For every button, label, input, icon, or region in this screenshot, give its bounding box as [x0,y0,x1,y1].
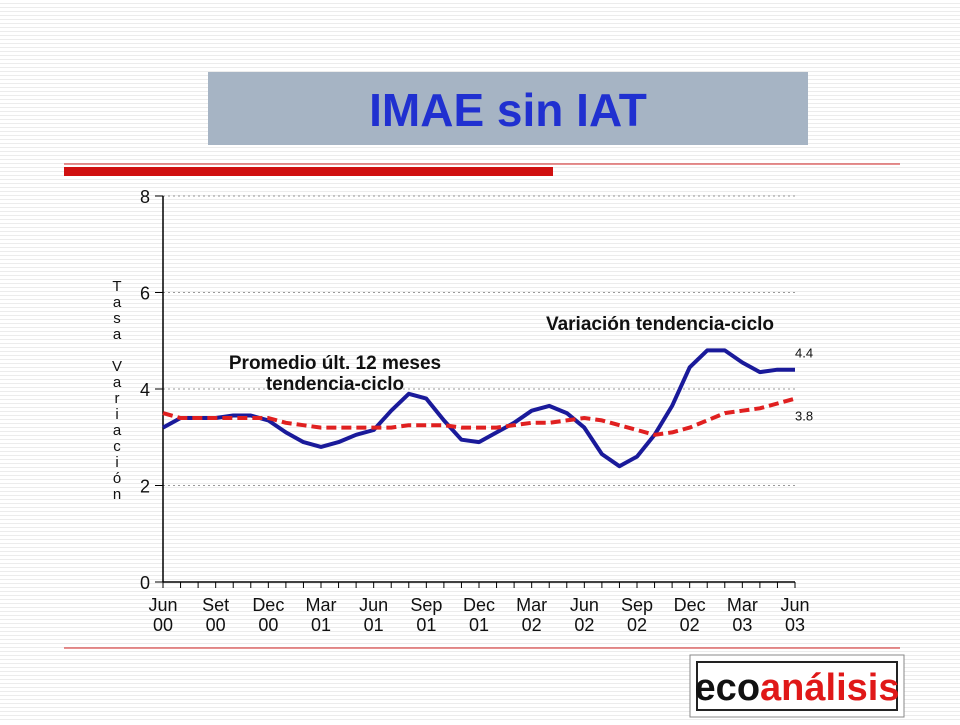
logo-frame [696,661,898,711]
chart: Tasa Variación 0 2 4 6 8 Jun 00 Set 00 Dec 00 Mar 01 J… [109,187,814,635]
y-tick-label: 4 [140,380,150,400]
logo-part: eco [695,667,760,709]
data-label: 3.8 [795,409,813,424]
series-label: Promedio últ. 12 meses tendencia-ciclo [229,353,441,395]
x-tick-label: Dec 01 [463,595,495,635]
series-line [162,396,796,437]
x-tick-label: Jun 03 [780,595,809,635]
y-tick-label: 8 [140,187,150,207]
x-tick-label: Jun 02 [570,595,599,635]
x-tick-label: Dec 00 [252,595,284,635]
x-tick-label: Sep 01 [410,595,442,635]
y-tick-label: 0 [140,573,150,593]
series-line [162,348,795,469]
title: IMAE sin IAT [369,84,647,136]
logo: ecoanálisis [695,667,900,709]
y-axis-label: Tasa Variación [109,278,126,502]
title-box [208,72,808,145]
data-label: 4.4 [795,346,813,361]
x-tick-label: Mar 03 [727,595,758,635]
x-tick-label: Sep 02 [621,595,653,635]
x-tick-label: Set 00 [202,595,229,635]
series-label: Variación tendencia-ciclo [546,314,774,335]
red-bar [64,167,553,176]
x-tick-label: Jun 00 [148,595,177,635]
x-tick-label: Mar 01 [306,595,337,635]
logo-part: análisis [760,667,899,709]
x-tick-label: Dec 02 [674,595,706,635]
x-tick-label: Jun 01 [359,595,388,635]
y-tick-label: 6 [140,284,150,304]
y-tick-label: 2 [140,477,150,497]
x-tick-label: Mar 02 [516,595,547,635]
